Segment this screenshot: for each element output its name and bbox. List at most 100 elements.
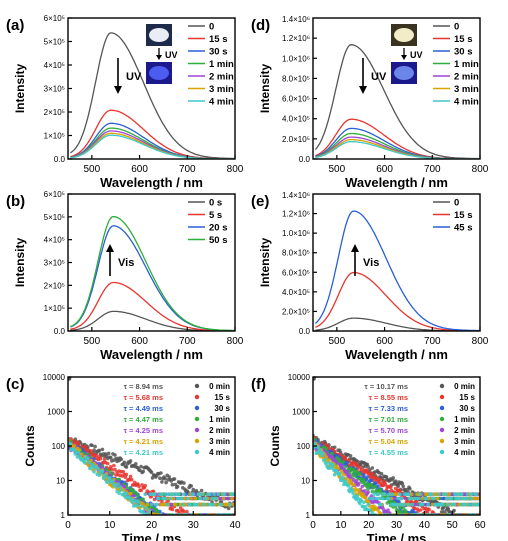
y-tick-label: 4×10⁵ (44, 61, 65, 70)
data-point (358, 501, 362, 506)
data-point (210, 496, 214, 501)
data-point (393, 492, 397, 497)
legend: 015 s 45 s (433, 198, 473, 234)
data-point (366, 502, 370, 507)
x-tick-label: 10 (335, 520, 347, 531)
data-point (136, 504, 140, 508)
data-point (358, 472, 362, 476)
legend-swatch-4-min (439, 449, 445, 455)
legend-swatch-15-s (194, 394, 200, 400)
data-point (188, 502, 192, 507)
data-point (200, 492, 205, 497)
legend-label-2-min: 2 min (209, 72, 234, 83)
data-point (341, 460, 345, 464)
series-line-5-s (70, 281, 235, 331)
legend-label-1-min: 1 min (209, 415, 230, 424)
data-point (337, 457, 342, 462)
legend-label-0-min: 0 min (454, 382, 475, 391)
data-point (365, 475, 370, 479)
data-point (458, 496, 462, 501)
data-point (461, 496, 466, 501)
y-tick-label: 3×10⁵ (44, 259, 65, 268)
data-point (230, 496, 234, 501)
data-point (322, 457, 327, 462)
data-point (180, 496, 184, 501)
data-point (432, 496, 436, 501)
data-point (474, 492, 479, 497)
data-point (103, 474, 108, 478)
annotation-text: Vis (363, 257, 379, 269)
legend-label-30-s: 30 s (459, 404, 475, 413)
data-point (370, 466, 375, 470)
data-point (427, 507, 431, 512)
data-point (189, 484, 193, 488)
data-point (455, 496, 460, 501)
data-point (119, 457, 123, 462)
legend-label-2-min: 2 min (209, 426, 230, 435)
x-tick-label: 700 (424, 336, 441, 347)
legend-label-3-min: 3 min (454, 84, 479, 95)
data-point (122, 485, 127, 489)
x-tick-label: 20 (146, 520, 158, 531)
data-point (452, 502, 456, 507)
data-point (398, 492, 402, 497)
x-tick-label: 500 (329, 336, 346, 347)
data-point (413, 496, 417, 501)
data-point (157, 496, 161, 501)
inset-photos: UV (146, 24, 178, 84)
data-point (137, 484, 141, 489)
x-tick-label: 30 (188, 520, 200, 531)
x-tick-label: 10 (104, 520, 116, 531)
data-point (370, 472, 375, 476)
data-point (410, 502, 415, 507)
data-point (342, 473, 346, 477)
arrowhead-icon (351, 244, 359, 252)
data-point (87, 460, 91, 465)
data-point (228, 502, 232, 507)
legend-label-0: 0 (454, 198, 459, 209)
y-tick-label: 0.0 (54, 327, 66, 336)
legend-label-1-min: 1 min (209, 59, 234, 70)
data-point (175, 484, 180, 489)
data-point (396, 484, 401, 489)
data-point (172, 477, 177, 481)
x-tick-label: 800 (472, 164, 489, 175)
data-point (350, 488, 355, 493)
x-tick-label: 700 (179, 336, 196, 347)
powder-image (149, 28, 169, 42)
powder-image (394, 66, 414, 80)
x-tick-label: 500 (84, 336, 101, 347)
legend-swatch-4-min (194, 449, 200, 455)
data-point (191, 487, 196, 492)
data-point (91, 463, 95, 468)
panel-b: (b) 500 600 700 800 0.0 1×10⁵ 2×10⁵ 3×10⁵ 4×10⁵ 5×… (6, 190, 244, 362)
data-point (152, 492, 157, 497)
data-point (204, 496, 208, 501)
data-point (197, 492, 202, 497)
data-point (330, 455, 335, 460)
data-point (129, 477, 134, 482)
data-point (357, 481, 361, 486)
legend-label-5-s: 5 s (209, 210, 222, 221)
data-point (402, 502, 406, 507)
powder-image (149, 66, 169, 80)
y-tick-label: 6.0×10⁵ (282, 268, 310, 277)
data-point (98, 456, 103, 461)
data-point (467, 502, 471, 507)
inset-uv-text: UV (410, 50, 423, 60)
plot-area (70, 32, 235, 159)
data-point (469, 496, 473, 501)
data-point (409, 496, 414, 501)
legend-label-0: 0 (209, 22, 214, 33)
data-point (395, 502, 400, 507)
data-point (424, 496, 429, 501)
series-points-4-min (68, 441, 235, 515)
data-point (381, 506, 385, 511)
data-point (345, 469, 350, 474)
x-tick-label: 500 (84, 164, 101, 175)
data-point (169, 492, 174, 497)
y-tick-label-max: 1.4×10⁶ (282, 191, 310, 200)
arrowhead-icon (114, 86, 122, 94)
legend-label-30-s: 30 s (454, 47, 473, 58)
panel-label: (b) (6, 193, 25, 210)
